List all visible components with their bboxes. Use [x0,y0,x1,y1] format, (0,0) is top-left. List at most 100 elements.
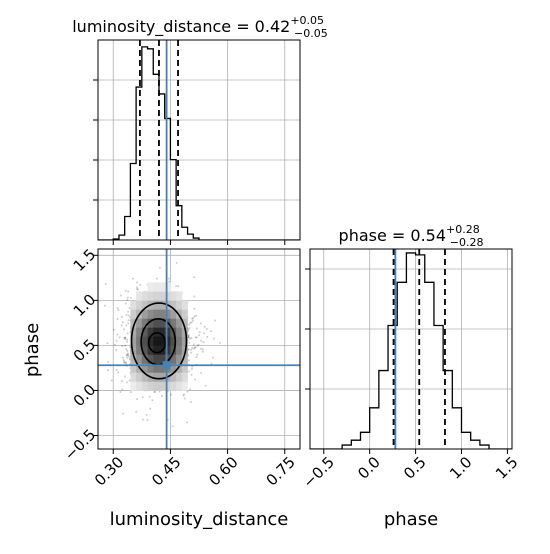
luminosity-distance-hist-grid [98,40,300,240]
joint-sample-point [126,352,129,355]
joint-truth-marker [162,361,171,370]
joint-density-cell [136,336,143,346]
joint-sample-point [136,281,139,284]
joint-sample-point [125,362,128,365]
joint-sample-point [195,356,198,359]
joint-ytick-label: −0.5 [61,426,99,464]
joint-sample-point [122,356,125,359]
joint-density-cell [158,309,165,319]
x-axis-label-luminosity-distance: luminosity_distance [110,509,289,530]
joint-density-cell [130,345,137,355]
joint-sample-point [128,307,131,310]
joint-density-cell [136,345,143,355]
joint-density-cell [130,372,137,382]
joint-sample-point [192,347,195,350]
joint-sample-point [121,321,124,324]
joint-sample-point [155,277,158,280]
joint-ytick-label: 0.0 [70,381,100,411]
joint-density-cell [141,372,148,382]
joint-sample-point [193,346,196,349]
joint-density-cell [158,354,165,364]
joint-sample-point [126,296,129,299]
joint-sample-point [191,317,194,320]
joint-sample-point [186,421,189,424]
joint-sample-point [126,349,129,352]
joint-sample-point [191,347,194,350]
joint-density-cell [136,354,143,364]
joint-density-cell [136,381,143,391]
joint-density-cell [176,327,183,337]
joint-density-cell [158,363,165,373]
luminosity-distance-title-main: luminosity_distance = 0.42 [72,17,290,37]
joint-density-cell [153,345,160,355]
joint-sample-point [124,338,127,341]
joint-density-cell [158,381,165,391]
joint-sample-point [195,327,198,330]
joint-sample-point [115,368,118,371]
joint-density-cell [158,318,165,328]
joint-density-cell [147,309,154,319]
joint-sample-point [128,379,131,382]
joint-sample-point [149,407,152,410]
joint-density-cell [164,381,171,391]
phase-title-sub: −0.28 [450,236,484,249]
joint-sample-point [124,361,127,364]
joint-density-cell [176,372,183,382]
joint-sample-point [203,325,206,328]
joint-density-cell [158,336,165,346]
joint-sample-point [124,302,127,305]
joint-density-cell [147,354,154,364]
joint-density-cell [136,327,143,337]
joint-density-cell [170,363,177,373]
luminosity-distance-title-sub: −0.05 [294,27,328,40]
joint-density-cell [170,381,177,391]
joint-sample-point [125,348,128,351]
joint-density-cell [130,381,137,391]
joint-sample-point [158,390,161,393]
joint-density-cell [181,372,188,382]
joint-sample-point [145,413,148,416]
joint-sample-point [218,342,221,345]
phase-title: phase = 0.54+0.28 −0.28 [339,223,484,249]
luminosity-distance-hist-frame [97,39,301,241]
joint-sample-point [123,328,126,331]
joint-sample-point [115,348,118,351]
joint-sample-point [121,388,124,391]
joint-sample-point [175,285,178,288]
joint-sample-point [194,346,197,349]
joint-density-cell [181,318,188,328]
joint-sample-point [206,335,209,338]
joint-sample-point [200,371,203,374]
joint-sample-point [170,393,173,396]
joint-sample-point [189,388,192,391]
phase-hist-frame [309,248,513,450]
joint-density-cell [181,363,188,373]
joint-density-cell [176,345,183,355]
joint-sample-point [160,394,163,397]
joint-sample-point [151,399,154,402]
joint-sample-point [200,339,203,342]
phase-xtick-label: 0.0 [354,453,384,483]
joint-sample-point [117,371,120,374]
joint-density-cell [130,327,137,337]
joint-density-cell [164,345,171,355]
luminosity-distance-title: luminosity_distance = 0.42+0.05 −0.05 [72,14,328,40]
joint-sample-point [204,384,207,387]
joint-sample-point [193,315,196,318]
joint-sample-point [182,394,185,397]
luminosity-distance-title-sup: +0.05 [290,14,324,27]
axis-ticks [93,79,508,454]
joint-density-cells [130,282,188,391]
joint-sample-point [139,283,142,286]
joint-sample-point [120,315,123,318]
joint-ytick-label: 1.0 [70,290,100,320]
joint-sample-point [127,290,130,293]
joint-density-cell [164,282,171,292]
joint-sample-point [104,282,107,285]
joint-density-cell [130,300,137,310]
joint-sample-point [197,343,200,346]
truth-lines [98,40,397,449]
joint-sample-point [132,277,135,280]
joint-sample-point [190,351,193,354]
joint-density-cell [181,345,188,355]
